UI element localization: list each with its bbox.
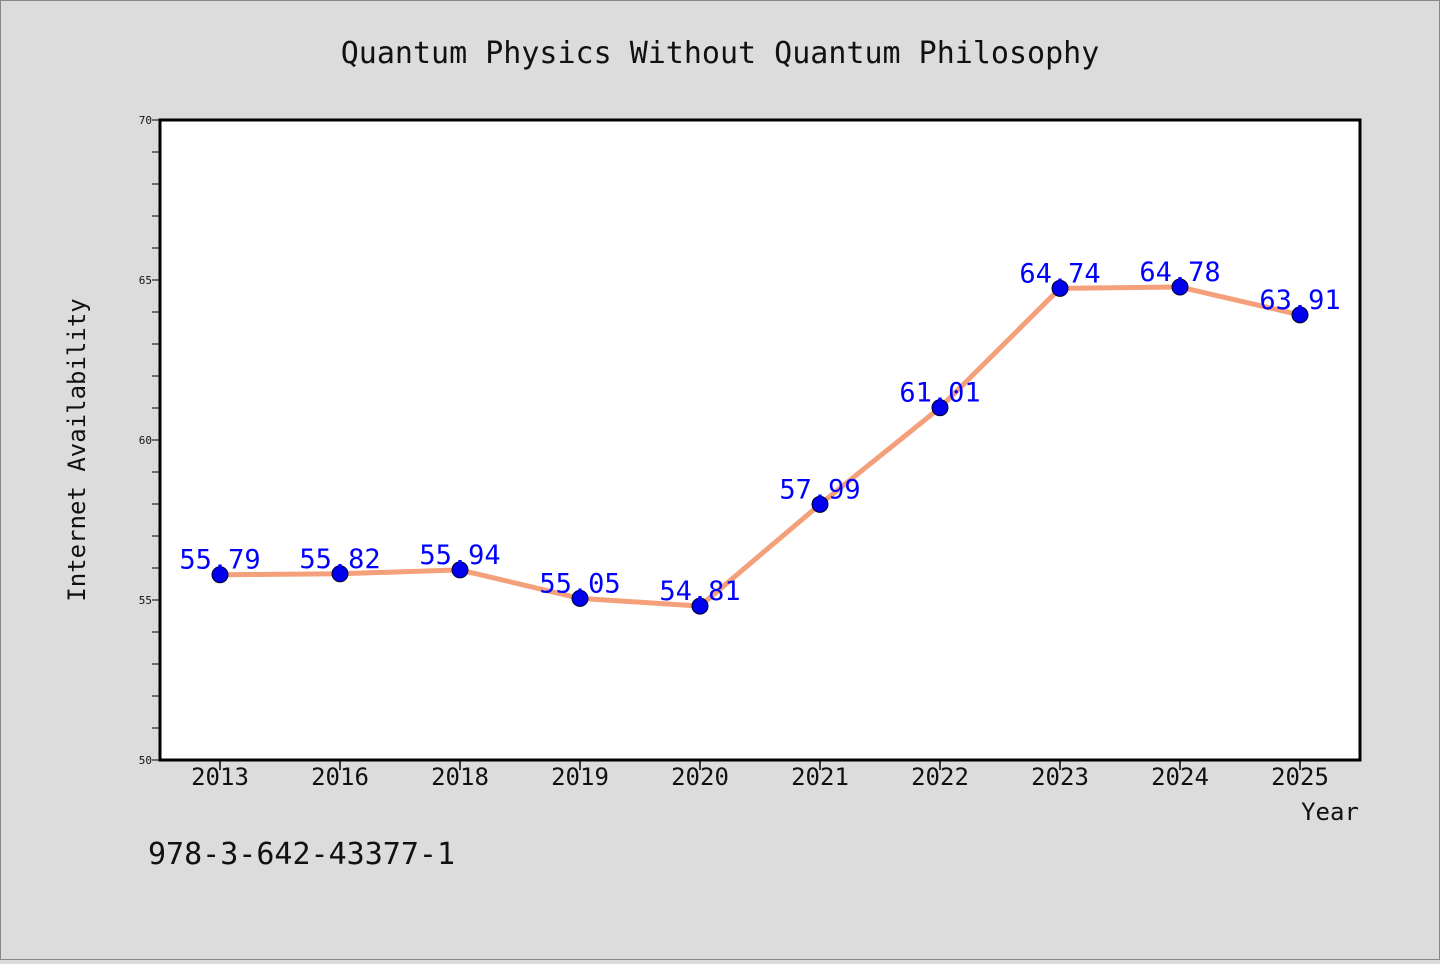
y-tick-label: 50	[139, 754, 152, 767]
x-tick-label: 2025	[1271, 763, 1329, 791]
x-tick-label: 2021	[791, 763, 849, 791]
isbn-footer: 978-3-642-43377-1	[148, 837, 455, 872]
data-label: 63.91	[1259, 285, 1340, 316]
data-point	[451, 561, 469, 579]
data-labels: 55.79 55.82 55.94 55.05 54.81 57.99 61.01 64.74…	[179, 257, 1340, 607]
data-point	[691, 597, 709, 615]
data-point	[811, 495, 829, 513]
chart-title: Quantum Physics Without Quantum Philosop…	[341, 36, 1100, 71]
data-point	[1291, 306, 1309, 324]
data-point	[331, 565, 349, 583]
x-tick-label: 2016	[311, 763, 369, 791]
y-axis-label: Internet Availability	[63, 298, 91, 601]
data-label: 61.01	[899, 378, 980, 409]
data-point	[1171, 278, 1189, 296]
plot-frame	[158, 118, 1362, 762]
data-label: 55.79	[179, 545, 260, 576]
data-point	[931, 399, 949, 417]
x-axis-label: Year	[1301, 798, 1359, 826]
x-axis-ticks: 2013 2016 2018 2019 2020 2021 2022 2023 2024 2025	[191, 760, 1329, 791]
series-line	[219, 284, 1301, 609]
data-point	[1051, 279, 1069, 297]
data-label: 57.99	[779, 474, 860, 505]
x-tick-label: 2022	[911, 763, 969, 791]
x-tick-label: 2018	[431, 763, 489, 791]
data-markers	[211, 278, 1309, 615]
data-label: 64.78	[1139, 257, 1220, 288]
x-tick-label: 2020	[671, 763, 729, 791]
data-point	[211, 566, 229, 584]
x-tick-label: 2019	[551, 763, 609, 791]
data-label: 55.94	[419, 540, 500, 571]
plot-area	[160, 120, 1360, 760]
y-tick-label: 70	[139, 114, 152, 127]
x-tick-label: 2013	[191, 763, 249, 791]
data-label: 55.82	[299, 544, 380, 575]
y-tick-label: 65	[139, 274, 152, 287]
data-point	[571, 589, 589, 607]
data-label: 54.81	[659, 576, 740, 607]
x-tick-label: 2023	[1031, 763, 1089, 791]
data-label: 55.05	[539, 568, 620, 599]
y-tick-label: 55	[139, 594, 152, 607]
data-label: 64.74	[1019, 258, 1100, 289]
y-tick-label: 60	[139, 434, 152, 447]
x-tick-label: 2024	[1151, 763, 1209, 791]
